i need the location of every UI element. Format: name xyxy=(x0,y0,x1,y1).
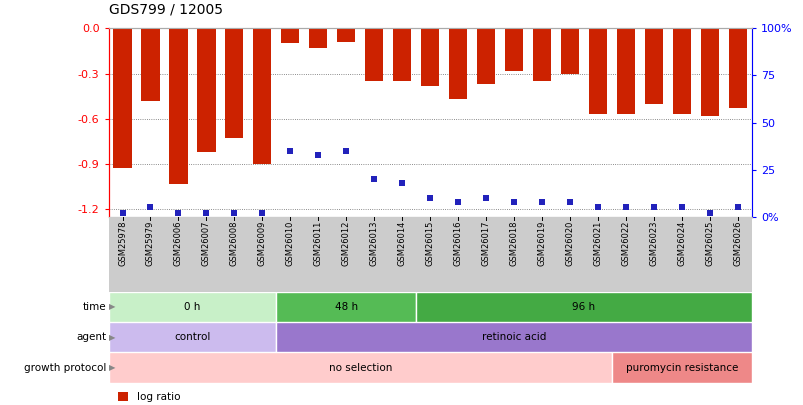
Bar xyxy=(644,28,662,104)
Bar xyxy=(611,352,751,383)
Text: GSM26019: GSM26019 xyxy=(537,220,546,266)
Text: GSM26006: GSM26006 xyxy=(173,220,183,266)
Bar xyxy=(365,28,383,81)
Text: growth protocol: growth protocol xyxy=(24,362,106,373)
Text: GSM26010: GSM26010 xyxy=(285,220,295,266)
Text: GSM26023: GSM26023 xyxy=(649,220,658,266)
Text: GSM26009: GSM26009 xyxy=(258,220,267,266)
Bar xyxy=(588,28,606,114)
Text: GSM26011: GSM26011 xyxy=(313,220,322,266)
Text: GSM25978: GSM25978 xyxy=(118,220,127,266)
Bar xyxy=(309,28,327,48)
Text: GSM26013: GSM26013 xyxy=(369,220,378,266)
Bar xyxy=(672,28,690,114)
Text: puromycin resistance: puromycin resistance xyxy=(625,362,737,373)
Text: GSM26021: GSM26021 xyxy=(593,220,601,266)
Text: time: time xyxy=(83,302,106,312)
Text: GDS799 / 12005: GDS799 / 12005 xyxy=(108,2,222,16)
Bar xyxy=(113,28,132,168)
Bar xyxy=(197,28,215,152)
Text: GSM26016: GSM26016 xyxy=(453,220,462,266)
Text: 0 h: 0 h xyxy=(184,302,201,312)
Text: GSM26008: GSM26008 xyxy=(230,220,238,266)
Text: GSM26026: GSM26026 xyxy=(732,220,741,266)
Text: GSM26025: GSM26025 xyxy=(704,220,713,266)
Bar xyxy=(108,352,611,383)
Text: agent: agent xyxy=(76,332,106,342)
Text: 96 h: 96 h xyxy=(572,302,595,312)
Bar xyxy=(393,28,411,81)
Bar xyxy=(448,28,467,99)
Bar xyxy=(504,28,523,70)
Bar xyxy=(276,292,416,322)
Text: GSM26024: GSM26024 xyxy=(676,220,686,266)
Bar xyxy=(336,28,355,42)
Text: GSM26014: GSM26014 xyxy=(397,220,406,266)
Bar xyxy=(281,28,299,43)
Legend: log ratio, percentile rank within the sample: log ratio, percentile rank within the sa… xyxy=(113,388,316,405)
Bar xyxy=(276,322,751,352)
Bar xyxy=(108,322,276,352)
Text: retinoic acid: retinoic acid xyxy=(481,332,545,342)
Text: GSM26007: GSM26007 xyxy=(202,220,210,266)
Text: GSM26015: GSM26015 xyxy=(425,220,434,266)
Text: GSM26017: GSM26017 xyxy=(481,220,490,266)
Bar xyxy=(225,28,243,139)
Text: 48 h: 48 h xyxy=(334,302,357,312)
Text: GSM26020: GSM26020 xyxy=(565,220,574,266)
Text: ▶: ▶ xyxy=(109,363,116,372)
Bar xyxy=(616,28,634,114)
Bar xyxy=(253,28,271,164)
Text: GSM26022: GSM26022 xyxy=(621,220,630,266)
Bar xyxy=(141,28,159,101)
Bar xyxy=(560,28,578,74)
Text: GSM26018: GSM26018 xyxy=(509,220,518,266)
Text: GSM26012: GSM26012 xyxy=(341,220,350,266)
Bar xyxy=(728,28,746,108)
Text: ▶: ▶ xyxy=(109,302,116,311)
Text: GSM25979: GSM25979 xyxy=(146,220,155,266)
Bar xyxy=(476,28,495,84)
Bar xyxy=(169,28,187,183)
Bar xyxy=(416,292,751,322)
Bar xyxy=(700,28,718,116)
Text: no selection: no selection xyxy=(328,362,391,373)
Text: ▶: ▶ xyxy=(109,333,116,342)
Bar xyxy=(108,292,276,322)
Bar xyxy=(532,28,550,81)
Bar xyxy=(421,28,438,85)
Text: control: control xyxy=(174,332,210,342)
